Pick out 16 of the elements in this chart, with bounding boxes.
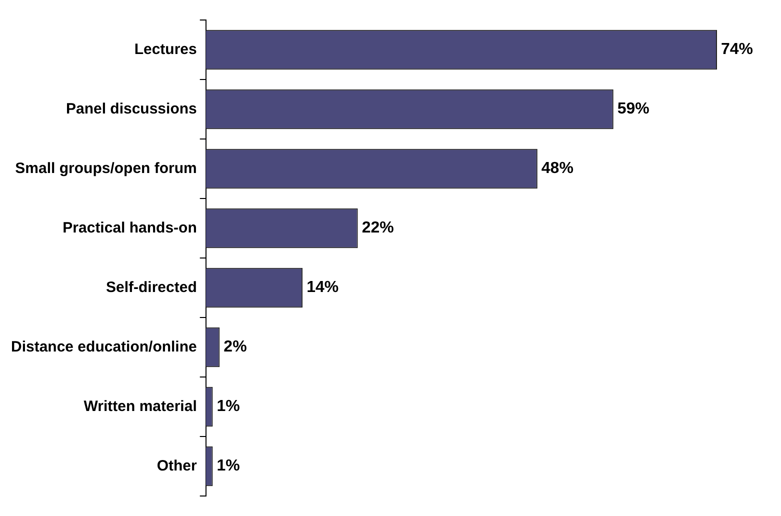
data-label: 14% [306,279,339,296]
y-tick-label: Self-directed [106,278,197,296]
y-tick-label: Distance education/online [10,338,197,356]
data-label: 1% [216,458,240,475]
data-label: 22% [362,220,394,237]
data-label: 1% [216,398,240,416]
y-tick-label: Other [156,457,198,474]
y-tick-label: Practical hands-on [62,219,197,236]
y-tick-label: Lectures [134,40,197,58]
y-tick-label: Written material [84,398,197,415]
data-label: 48% [541,160,574,178]
y-tick-label: Small groups/open forum [15,160,197,177]
data-label: 2% [224,338,247,356]
data-label: 74% [721,41,754,58]
y-tick-label: Panel discussions [66,100,197,118]
data-label: 59% [617,100,650,118]
